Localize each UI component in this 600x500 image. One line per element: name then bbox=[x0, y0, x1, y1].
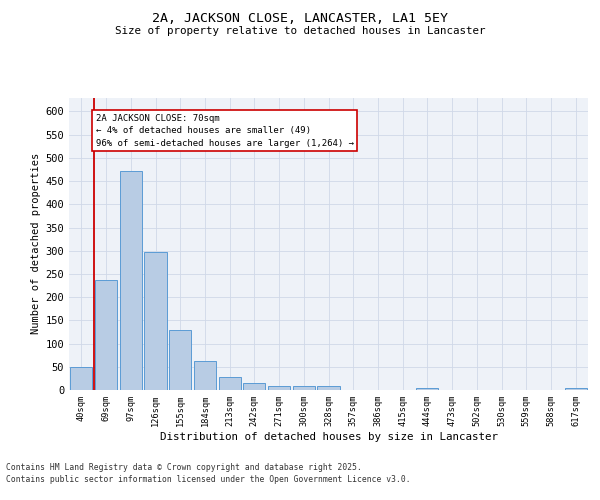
Bar bbox=[317, 386, 340, 390]
Bar bbox=[119, 172, 142, 390]
Text: Contains public sector information licensed under the Open Government Licence v3: Contains public sector information licen… bbox=[6, 475, 410, 484]
Y-axis label: Number of detached properties: Number of detached properties bbox=[31, 153, 41, 334]
Bar bbox=[169, 330, 191, 390]
Bar bbox=[416, 388, 439, 390]
Bar bbox=[194, 361, 216, 390]
Bar bbox=[293, 386, 315, 390]
Text: Size of property relative to detached houses in Lancaster: Size of property relative to detached ho… bbox=[115, 26, 485, 36]
Text: Contains HM Land Registry data © Crown copyright and database right 2025.: Contains HM Land Registry data © Crown c… bbox=[6, 462, 362, 471]
Bar bbox=[268, 386, 290, 390]
Bar bbox=[95, 280, 117, 390]
Bar bbox=[218, 377, 241, 390]
Bar bbox=[70, 367, 92, 390]
X-axis label: Distribution of detached houses by size in Lancaster: Distribution of detached houses by size … bbox=[160, 432, 497, 442]
Text: 2A, JACKSON CLOSE, LANCASTER, LA1 5EY: 2A, JACKSON CLOSE, LANCASTER, LA1 5EY bbox=[152, 12, 448, 26]
Bar bbox=[243, 383, 265, 390]
Text: 2A JACKSON CLOSE: 70sqm
← 4% of detached houses are smaller (49)
96% of semi-det: 2A JACKSON CLOSE: 70sqm ← 4% of detached… bbox=[95, 114, 353, 148]
Bar bbox=[145, 252, 167, 390]
Bar bbox=[565, 388, 587, 390]
